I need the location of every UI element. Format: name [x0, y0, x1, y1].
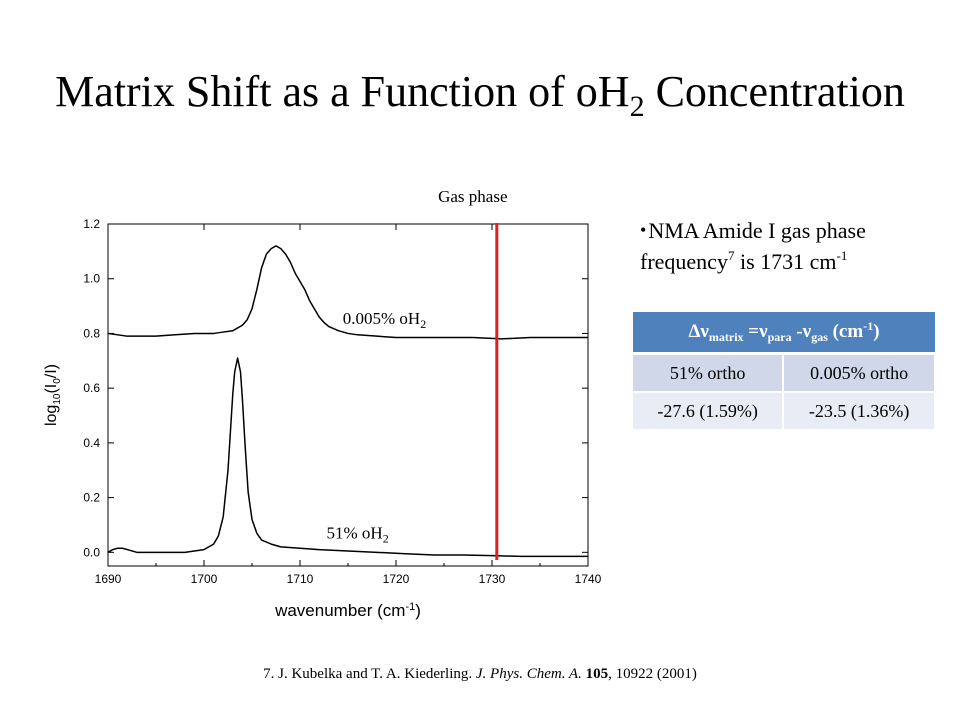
- table-cell: -27.6 (1.59%): [633, 392, 785, 431]
- gas-phase-note: •NMA Amide I gas phase frequency7 is 173…: [640, 216, 940, 276]
- title-subscript: 2: [629, 90, 645, 123]
- y-tick-label: 1.2: [83, 217, 100, 231]
- x-tick-label: 1740: [575, 572, 602, 586]
- note-text-b: is 1731 cm: [734, 249, 837, 274]
- axes-layer: 1690 1700 1710 1720 1730 1740 0.0 0.2 0.4 0.6 0.8 1…: [43, 217, 602, 620]
- curve-annotation: 51% oH2: [326, 524, 388, 546]
- table-cell: 51% ortho: [633, 353, 785, 393]
- table-header: Δνmatrix =νpara -νgas (cm-1): [633, 312, 935, 355]
- y-tick-label: 0.0: [83, 545, 100, 559]
- table-row: 51% ortho 0.005% ortho: [633, 353, 936, 393]
- plot-frame: [107, 223, 589, 567]
- series-line: [107, 245, 588, 340]
- series-line: [107, 357, 588, 558]
- table-cell: -23.5 (1.36%): [783, 392, 936, 431]
- x-axis-label: wavenumber (cm-1): [274, 601, 421, 620]
- y-tick-label: 0.2: [83, 491, 100, 505]
- slide-title: Matrix Shift as a Function of oH2 Concen…: [0, 62, 960, 122]
- x-tick-label: 1730: [479, 572, 506, 586]
- table-row: -27.6 (1.59%) -23.5 (1.36%): [633, 392, 936, 431]
- annotation-layer: 0.005% oH2 51% oH2 Gas phase: [326, 188, 507, 546]
- curve-annotation: 0.005% oH2: [343, 309, 426, 331]
- y-axis-label: log10(I0/I): [43, 364, 63, 426]
- title-end: Concentration: [644, 67, 905, 116]
- bullet-dot: •: [640, 220, 647, 240]
- reference-citation: 7. J. Kubelka and T. A. Kiederling. J. P…: [263, 666, 697, 682]
- curve-annotation: Gas phase: [438, 188, 507, 206]
- x-tick-label: 1690: [95, 572, 122, 586]
- x-tick-label: 1700: [191, 572, 218, 586]
- table-cell: 0.005% ortho: [783, 353, 936, 393]
- x-tick-label: 1720: [383, 572, 410, 586]
- y-tick-label: 0.6: [83, 381, 100, 395]
- note-text-a: NMA Amide I gas phase frequency: [640, 218, 866, 274]
- y-tick-label: 0.4: [83, 436, 100, 450]
- note-unit-sup: -1: [836, 248, 848, 263]
- title-main: Matrix Shift as a Function of oH: [55, 67, 630, 116]
- matrix-shift-table: Δνmatrix =νpara -νgas (cm-1) 51% ortho 0…: [633, 312, 936, 431]
- spectrum-chart: 1690 1700 1710 1720 1730 1740 0.0 0.2 0.4 0.6 0.8 1…: [43, 188, 602, 620]
- y-tick-label: 1.0: [83, 272, 100, 286]
- series-layer: [107, 223, 588, 560]
- x-tick-label: 1710: [287, 572, 314, 586]
- y-tick-label: 0.8: [83, 326, 100, 340]
- note-citation: 7: [727, 248, 735, 263]
